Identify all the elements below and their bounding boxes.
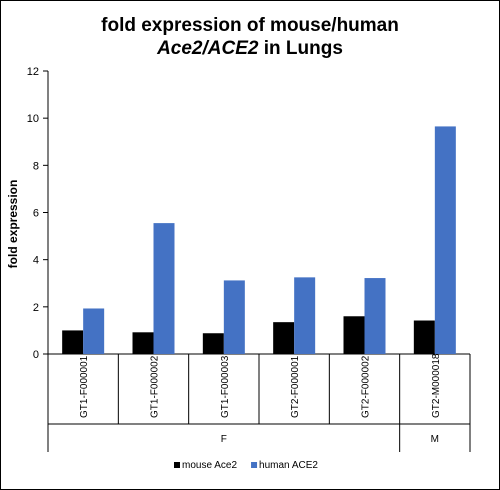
legend-label: mouse Ace2 [182, 460, 237, 471]
legend: mouse Ace2 human ACE2 [174, 460, 318, 471]
legend-swatch [251, 462, 258, 468]
bar-human-ace2 [294, 277, 316, 354]
bar-mouse-ace2 [132, 332, 154, 354]
x-tick-label: GT1-F000002 [150, 355, 161, 418]
bar-mouse-ace2 [202, 333, 224, 354]
y-axis-label: fold expression [6, 180, 20, 269]
bar-human-ace2 [364, 278, 386, 354]
bar-mouse-ace2 [343, 316, 365, 354]
chart-title-line2: Ace2/ACE2 in Lungs [156, 38, 343, 59]
bar-mouse-ace2 [62, 330, 84, 354]
x-tick-label: GT2-M000018 [431, 353, 442, 418]
bar-mouse-ace2 [413, 320, 435, 354]
bar-human-ace2 [83, 308, 105, 354]
group-label: M [431, 434, 439, 445]
chart-title-line1: fold expression of mouse/human [101, 15, 399, 36]
bar-human-ace2 [223, 280, 245, 354]
bar-mouse-ace2 [273, 322, 295, 354]
y-tick-label: 0 [33, 349, 39, 361]
plot-area: 0 2 4 6 8 10 12 F M GT1-F000001 GT1-F000002 GT1-F00… [27, 66, 471, 452]
y-tick-label: 12 [27, 66, 39, 78]
x-tick-label: GT1-F000003 [220, 355, 231, 418]
legend-label: human ACE2 [259, 460, 318, 471]
y-tick-label: 10 [27, 113, 39, 125]
chart-title-gene: Ace2/ACE2 [156, 38, 259, 59]
legend-swatch [174, 462, 180, 468]
y-tick-label: 8 [33, 160, 39, 172]
x-tick-label: GT1-F000001 [79, 355, 90, 418]
y-tick-label: 4 [33, 255, 39, 267]
bar-human-ace2 [434, 126, 456, 354]
y-tick-label: 2 [33, 302, 39, 314]
bar-human-ace2 [153, 223, 175, 354]
y-tick-label: 6 [33, 208, 39, 220]
x-tick-label: GT2-F000001 [290, 355, 301, 418]
x-tick-label: GT2-F000002 [361, 355, 372, 418]
group-label: F [221, 434, 227, 445]
chart-title-tissue: in Lungs [258, 38, 342, 59]
